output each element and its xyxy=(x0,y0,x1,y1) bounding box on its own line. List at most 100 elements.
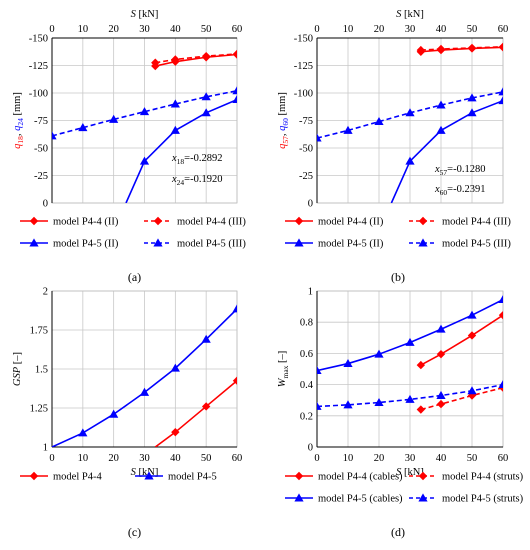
data-point xyxy=(436,399,446,409)
x-tick-label: 20 xyxy=(374,24,385,35)
data-point xyxy=(416,45,426,55)
annotation-label: x24=-0.1920 xyxy=(171,174,222,187)
data-point xyxy=(201,334,211,343)
y-tick-label: -25 xyxy=(34,171,48,182)
data-point xyxy=(170,363,180,372)
data-point xyxy=(201,108,211,117)
x-axis-label: S [kN] xyxy=(396,9,424,20)
x-tick-label: 10 xyxy=(343,24,354,35)
x-tick-label: 40 xyxy=(170,24,181,35)
series-line xyxy=(155,53,237,67)
x-tick-label: 20 xyxy=(108,453,119,464)
x-tick-label: 40 xyxy=(436,24,447,35)
data-point xyxy=(467,108,477,117)
data-point xyxy=(232,304,237,313)
x-tick-label: 0 xyxy=(314,453,319,464)
y-tick-label: 1 xyxy=(43,443,48,454)
data-point xyxy=(405,337,415,346)
data-point xyxy=(498,310,503,320)
legend-marker xyxy=(294,471,304,481)
data-point xyxy=(467,93,477,102)
x-tick-label: 0 xyxy=(314,24,319,35)
data-point xyxy=(467,310,477,319)
y-tick-label: 0 xyxy=(308,443,313,454)
legend-label: model P4-4 (II) xyxy=(318,217,384,228)
data-point xyxy=(317,133,322,142)
legend-label: model P4-4 (II) xyxy=(53,217,119,228)
y-tick-label: 1 xyxy=(308,287,313,298)
y-tick-label: -75 xyxy=(299,116,313,127)
annotation-label: x60=-0.2391 xyxy=(434,184,485,197)
legend-marker xyxy=(153,216,163,226)
data-point xyxy=(498,380,503,389)
annotation-var: x xyxy=(171,153,177,164)
legend-marker xyxy=(29,471,39,481)
data-point xyxy=(151,58,160,67)
annotation-label: x57=-0.1280 xyxy=(434,164,485,177)
legend-marker xyxy=(418,238,428,247)
data-point xyxy=(78,428,88,437)
data-point xyxy=(498,294,503,304)
series-group xyxy=(317,294,503,414)
chart-panel-b: 0 10 20 30 40 50 60 -150 -125 -100 -75 -50 -25 0 S [kN… xyxy=(277,9,511,284)
series-group xyxy=(317,42,503,203)
x-tick-label: 0 xyxy=(49,453,54,464)
annotation-var: x xyxy=(434,164,440,175)
legend-label: model P4-5 (II) xyxy=(318,239,384,250)
data-point xyxy=(232,95,237,104)
legend-marker xyxy=(294,493,304,502)
y-tick-label: 0 xyxy=(43,199,48,210)
y-axis-label-part: 18 xyxy=(16,136,25,144)
legend-marker xyxy=(418,493,428,502)
y-axis-label: q57, q60 [mm] xyxy=(277,92,290,149)
series-group xyxy=(52,49,237,203)
data-point xyxy=(467,43,477,53)
y-axis-label-part: [–] xyxy=(12,352,23,367)
y-tick-label: -150 xyxy=(29,34,48,45)
chart-panel-d: 0 10 20 30 40 50 60 1 0.8 0.6 0.4 0.2 0 S [kN] Wmax [–… xyxy=(277,287,524,540)
y-tick-label: 0.4 xyxy=(300,380,314,391)
legend-label: model P4-4 (struts) xyxy=(442,472,524,483)
annotation-value: =-0.2391 xyxy=(447,184,485,195)
data-point xyxy=(467,386,477,395)
x-tick-label: 0 xyxy=(49,24,54,35)
y-tick-label: 0.2 xyxy=(300,411,313,422)
y-tick-label: 0 xyxy=(308,199,313,210)
y-axis-label-part: GSP xyxy=(12,366,23,386)
y-axis-label-part: 57 xyxy=(281,136,290,144)
data-point xyxy=(436,125,446,134)
annotation-var: x xyxy=(434,184,440,195)
data-point xyxy=(232,376,237,385)
legend-label: model P4-5 (III) xyxy=(177,239,246,250)
panel-caption: (a) xyxy=(128,270,141,284)
y-axis-label-part: max xyxy=(281,365,290,378)
annotation-value: =-0.1280 xyxy=(447,164,485,175)
x-tick-label: 10 xyxy=(78,24,89,35)
data-point xyxy=(405,394,415,403)
data-point xyxy=(232,86,237,95)
data-point xyxy=(343,400,353,409)
x-tick-label: 30 xyxy=(139,24,150,35)
data-point xyxy=(109,114,119,123)
x-tick-label: 50 xyxy=(201,24,212,35)
x-tick-label: 30 xyxy=(139,453,150,464)
y-axis-label-part: 60 xyxy=(281,118,290,126)
y-tick-label: -100 xyxy=(29,89,48,100)
x-tick-label: 40 xyxy=(436,453,447,464)
x-tick-label: 30 xyxy=(405,24,416,35)
x-tick-label: 60 xyxy=(498,24,509,35)
y-tick-label: 0.6 xyxy=(300,349,313,360)
data-point xyxy=(317,401,322,410)
data-point xyxy=(170,125,180,134)
y-axis-label-part: W xyxy=(277,377,288,387)
data-point xyxy=(343,125,353,134)
x-tick-label: 50 xyxy=(467,24,478,35)
y-tick-label: -125 xyxy=(29,61,48,72)
x-tick-label: 20 xyxy=(374,453,385,464)
annotation-value: =-0.1920 xyxy=(184,174,222,185)
data-point xyxy=(467,331,477,340)
data-point xyxy=(232,49,237,59)
y-axis-label: GSP [–] xyxy=(12,352,23,386)
data-point xyxy=(498,42,503,51)
